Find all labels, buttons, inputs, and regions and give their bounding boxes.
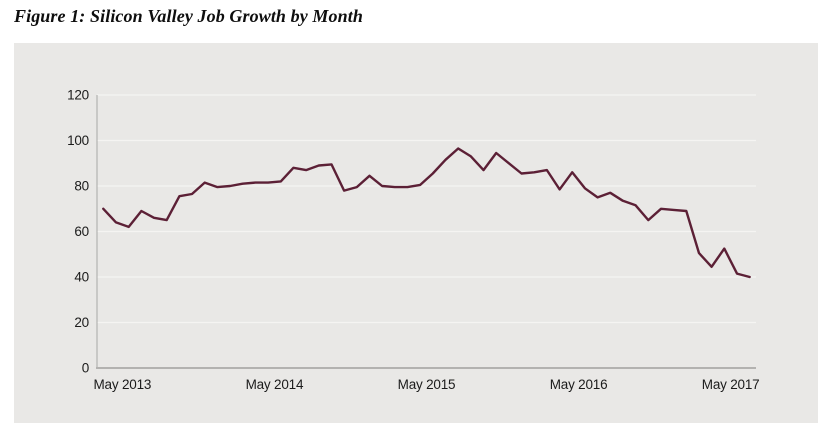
chart-background — [14, 43, 818, 423]
job-growth-series-line — [102, 147, 751, 279]
y-axis-tick-label: 20 — [74, 315, 89, 330]
figure-title: Figure 1: Silicon Valley Job Growth by M… — [14, 6, 363, 26]
x-axis-tick-label: May 2014 — [246, 377, 304, 392]
x-axis-tick-label: May 2013 — [94, 377, 152, 392]
x-axis-tick-label: May 2015 — [398, 377, 456, 392]
y-axis-tick-label: 100 — [67, 133, 89, 148]
x-axis-tick-label: May 2017 — [702, 377, 760, 392]
y-axis-tick-label: 80 — [74, 179, 89, 194]
y-axis-tick-label: 120 — [67, 88, 89, 103]
x-axis-tick-label: May 2016 — [550, 377, 608, 392]
y-axis-tick-label: 0 — [82, 361, 89, 376]
y-axis-tick-label: 60 — [74, 224, 89, 239]
y-axis-tick-label: 40 — [74, 270, 89, 285]
